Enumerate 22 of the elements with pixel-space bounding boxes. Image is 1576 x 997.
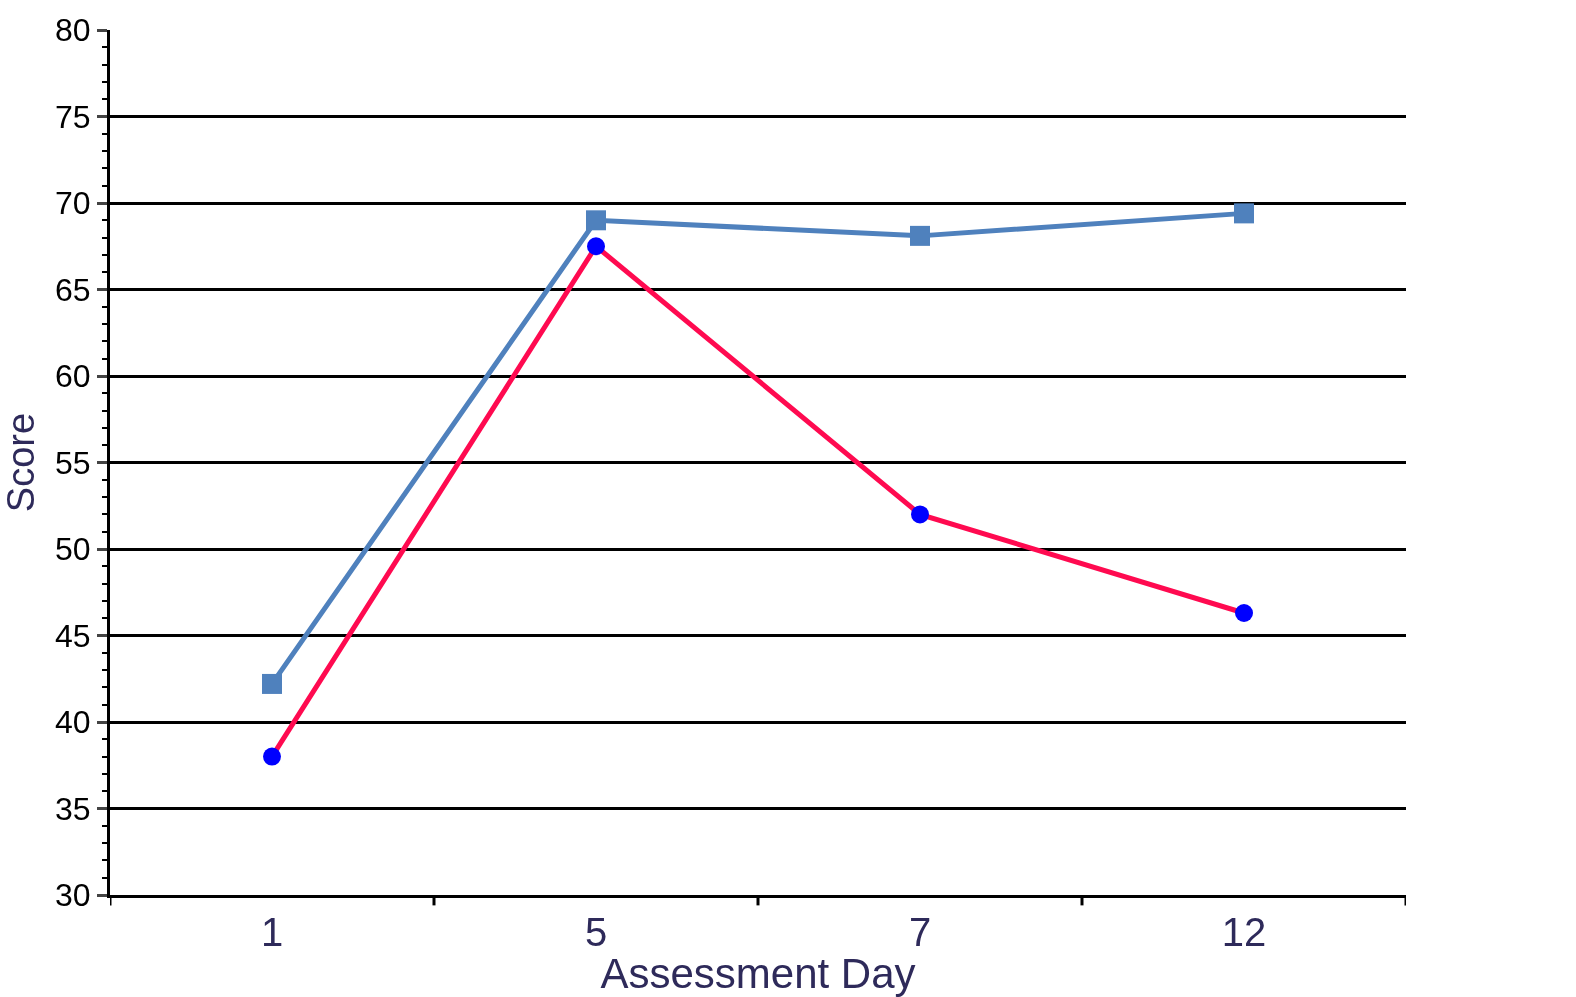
- y-tick-label: 30: [55, 877, 91, 914]
- y-tick-label: 55: [55, 444, 91, 481]
- x-tick-label: 1: [260, 910, 284, 954]
- y-tick-label: 70: [55, 185, 91, 222]
- y-tick-label: 35: [55, 790, 91, 827]
- y-tick-label: 80: [55, 12, 91, 49]
- point: [262, 673, 282, 694]
- point: [1234, 203, 1254, 224]
- point: [263, 747, 281, 766]
- y-axis-title: Score: [0, 412, 42, 513]
- y-tick-label: 60: [55, 358, 91, 395]
- x-tick-label: 12: [1221, 910, 1267, 954]
- point: [911, 505, 929, 524]
- point: [1235, 604, 1253, 622]
- y-tick-label: 50: [55, 531, 91, 568]
- y-tick-label: 65: [55, 271, 91, 308]
- y-tick-label: 75: [55, 98, 91, 135]
- point: [586, 210, 606, 231]
- point: [910, 225, 930, 246]
- y-tick-label: 45: [55, 617, 91, 654]
- y-tick-label: 40: [55, 704, 91, 741]
- point: [587, 237, 605, 256]
